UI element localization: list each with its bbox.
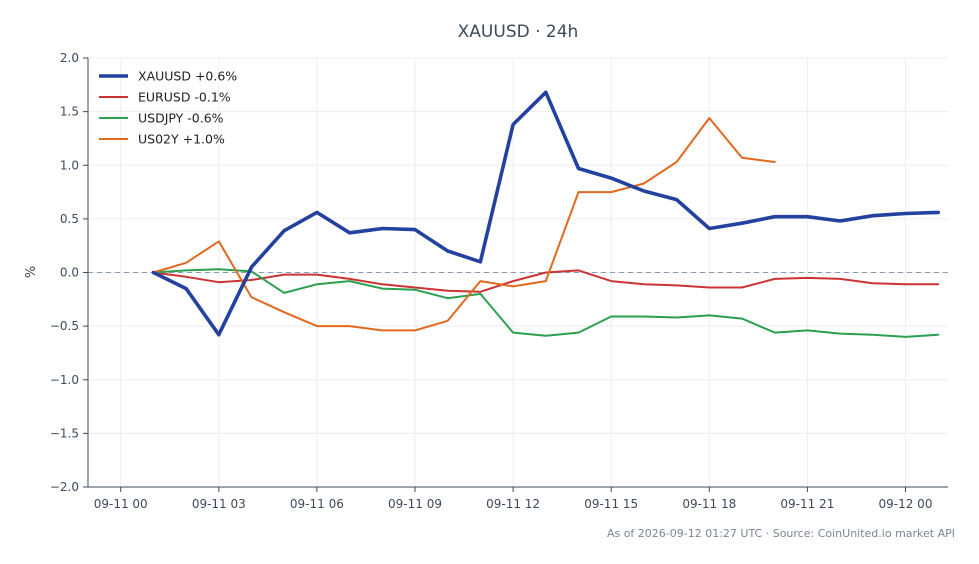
y-tick-label: −0.5 bbox=[50, 319, 79, 333]
legend-label-usdjpy: USDJPY -0.6% bbox=[138, 111, 224, 126]
y-tick-label: 1.5 bbox=[60, 105, 79, 119]
y-tick-label: 0.0 bbox=[60, 266, 79, 280]
y-tick-label: 0.5 bbox=[60, 212, 79, 226]
legend: XAUUSD +0.6% EURUSD -0.1% USDJPY -0.6% US02… bbox=[99, 69, 237, 147]
y-tick-label: 1.0 bbox=[60, 158, 79, 172]
x-tick-label: 09-11 00 bbox=[94, 497, 148, 511]
x-tick-label: 09-11 21 bbox=[780, 497, 834, 511]
y-axis-label: % bbox=[24, 266, 39, 278]
series-line-xauusd bbox=[151, 90, 941, 337]
series-group bbox=[151, 90, 941, 338]
x-tick-label: 09-11 06 bbox=[290, 497, 344, 511]
legend-label-xauusd: XAUUSD +0.6% bbox=[138, 69, 237, 84]
y-tick-label: −1.0 bbox=[50, 373, 79, 387]
x-tick-label: 09-11 12 bbox=[486, 497, 540, 511]
legend-label-us02y: US02Y +1.0% bbox=[138, 132, 225, 147]
y-axis-ticks: 2.0 1.5 1.0 0.5 0.0 −0.5 −1.0 −1.5 −2.0 bbox=[50, 51, 88, 494]
x-axis-ticks: 09-11 00 09-11 03 09-11 06 09-11 09 09-11 12… bbox=[94, 487, 933, 511]
x-tick-label: 09-11 09 bbox=[388, 497, 442, 511]
chart-title: XAUUSD · 24h bbox=[458, 22, 579, 42]
y-tick-label: −2.0 bbox=[50, 480, 79, 494]
x-tick-label: 09-11 18 bbox=[682, 497, 736, 511]
series-line-eurusd bbox=[152, 269, 940, 293]
x-tick-label: 09-12 00 bbox=[879, 497, 933, 511]
footer-source-note: As of 2026-09-12 01:27 UTC · Source: Coi… bbox=[607, 527, 955, 540]
x-tick-label: 09-11 03 bbox=[192, 497, 246, 511]
series-line-usdjpy bbox=[152, 268, 940, 338]
legend-label-eurusd: EURUSD -0.1% bbox=[138, 90, 231, 105]
y-tick-label: 2.0 bbox=[60, 51, 79, 65]
y-tick-label: −1.5 bbox=[50, 426, 79, 440]
x-tick-label: 09-11 15 bbox=[584, 497, 638, 511]
series-line-us02y bbox=[152, 117, 776, 332]
